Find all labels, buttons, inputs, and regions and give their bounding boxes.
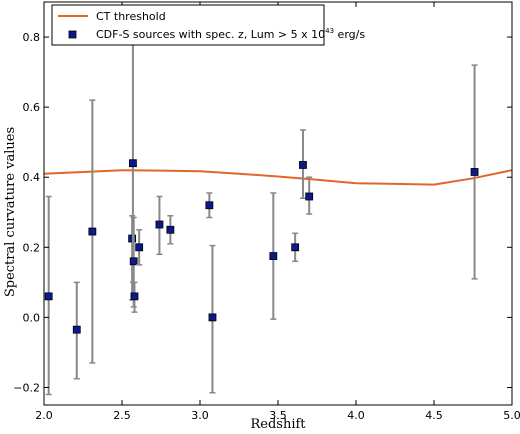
data-point [130,281,139,313]
y-tick-label: 0.8 [23,31,41,44]
data-point [291,232,300,263]
data-point [166,215,175,245]
data-point [72,281,81,380]
data-point [208,244,217,394]
axes: 2.0 2.5 3.0 3.5 4.0 4.5 5.0 −0.2 0.0 0.2 0.4 0.6 0.8 [13,2,520,422]
plot-content [43,41,513,396]
scatter-marker [135,243,144,252]
data-point [155,195,164,256]
legend-label-cdfs-sources: CDF-S sources with spec. z, Lum > 5 x 10… [96,27,365,41]
y-axis-title: Spectral curvature values [3,127,18,297]
scatter-marker [72,325,81,334]
scatter-marker [155,220,164,229]
data-point [305,176,314,215]
scatter-marker [205,201,214,210]
data-point [205,192,214,219]
legend: CT threshold CDF-S sources with spec. z,… [51,4,365,46]
scatter-marker [166,225,175,234]
data-point [299,129,307,199]
legend-label-cdfs-exponent: 43 [325,27,334,35]
scatter-marker [269,252,278,260]
x-tick-label: 4.5 [425,409,443,422]
x-tick-label: 3.0 [191,409,209,422]
scatter-marker [129,159,137,168]
data-point [470,64,479,280]
x-tick-label: 2.0 [35,409,53,422]
data-point [135,229,144,266]
x-axis-title: Redshift [250,417,306,432]
scatter-marker [291,243,300,252]
x-tick-label: 2.5 [113,409,131,422]
plot-frame [43,1,513,406]
y-tick-label: 0.2 [23,241,41,254]
data-point [44,195,53,396]
legend-label-cdfs-main: CDF-S sources with spec. z, Lum > 5 x 10 [96,28,325,41]
legend-frame [51,4,325,46]
scatter-marker [299,161,307,169]
x-tick-label: 4.0 [347,409,365,422]
y-tick-label: −0.2 [13,381,40,394]
x-tick-label: 5.0 [503,409,520,422]
x-tick-label: 3.5 [269,409,287,422]
data-point [269,192,278,320]
scatter-marker [470,168,479,176]
scatter-marker [208,313,217,322]
ct-threshold-line [43,169,513,186]
scatter-marker [88,227,97,236]
legend-marker-swatch [68,30,77,39]
legend-label-ct-threshold: CT threshold [96,10,166,23]
scatter-marker [129,257,138,266]
y-tick-label: 0.6 [23,101,41,114]
legend-label-cdfs-suffix: erg/s [334,28,365,41]
scatter-marker [130,292,139,301]
scatter-marker [44,292,53,301]
data-point [88,99,97,364]
y-tick-label: 0.0 [23,311,41,324]
scatter-marker [305,192,314,201]
y-tick-label: 0.4 [23,171,41,184]
